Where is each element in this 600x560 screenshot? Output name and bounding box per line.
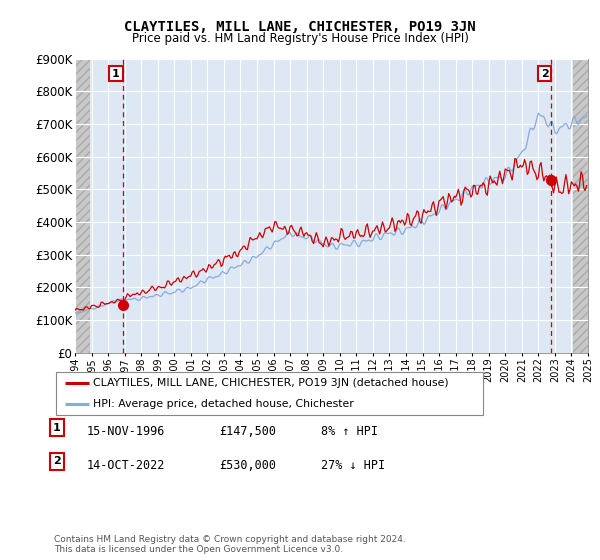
Text: HPI: Average price, detached house, Chichester: HPI: Average price, detached house, Chic…: [93, 399, 353, 409]
Text: Price paid vs. HM Land Registry's House Price Index (HPI): Price paid vs. HM Land Registry's House …: [131, 32, 469, 45]
Text: CLAYTILES, MILL LANE, CHICHESTER, PO19 3JN: CLAYTILES, MILL LANE, CHICHESTER, PO19 3…: [124, 20, 476, 34]
Text: 27% ↓ HPI: 27% ↓ HPI: [321, 459, 385, 472]
Text: £147,500: £147,500: [219, 425, 276, 438]
Text: £530,000: £530,000: [219, 459, 276, 472]
Text: 1: 1: [53, 423, 61, 433]
Text: Contains HM Land Registry data © Crown copyright and database right 2024.
This d: Contains HM Land Registry data © Crown c…: [54, 535, 406, 554]
Text: CLAYTILES, MILL LANE, CHICHESTER, PO19 3JN (detached house): CLAYTILES, MILL LANE, CHICHESTER, PO19 3…: [93, 378, 449, 388]
Text: 8% ↑ HPI: 8% ↑ HPI: [321, 425, 378, 438]
Text: 1: 1: [112, 68, 120, 78]
Text: 14-OCT-2022: 14-OCT-2022: [87, 459, 166, 472]
Text: 15-NOV-1996: 15-NOV-1996: [87, 425, 166, 438]
Bar: [573, 59, 598, 353]
Text: 2: 2: [53, 456, 61, 466]
Text: 2: 2: [541, 68, 548, 78]
Bar: [75, 59, 90, 353]
FancyBboxPatch shape: [56, 372, 483, 415]
